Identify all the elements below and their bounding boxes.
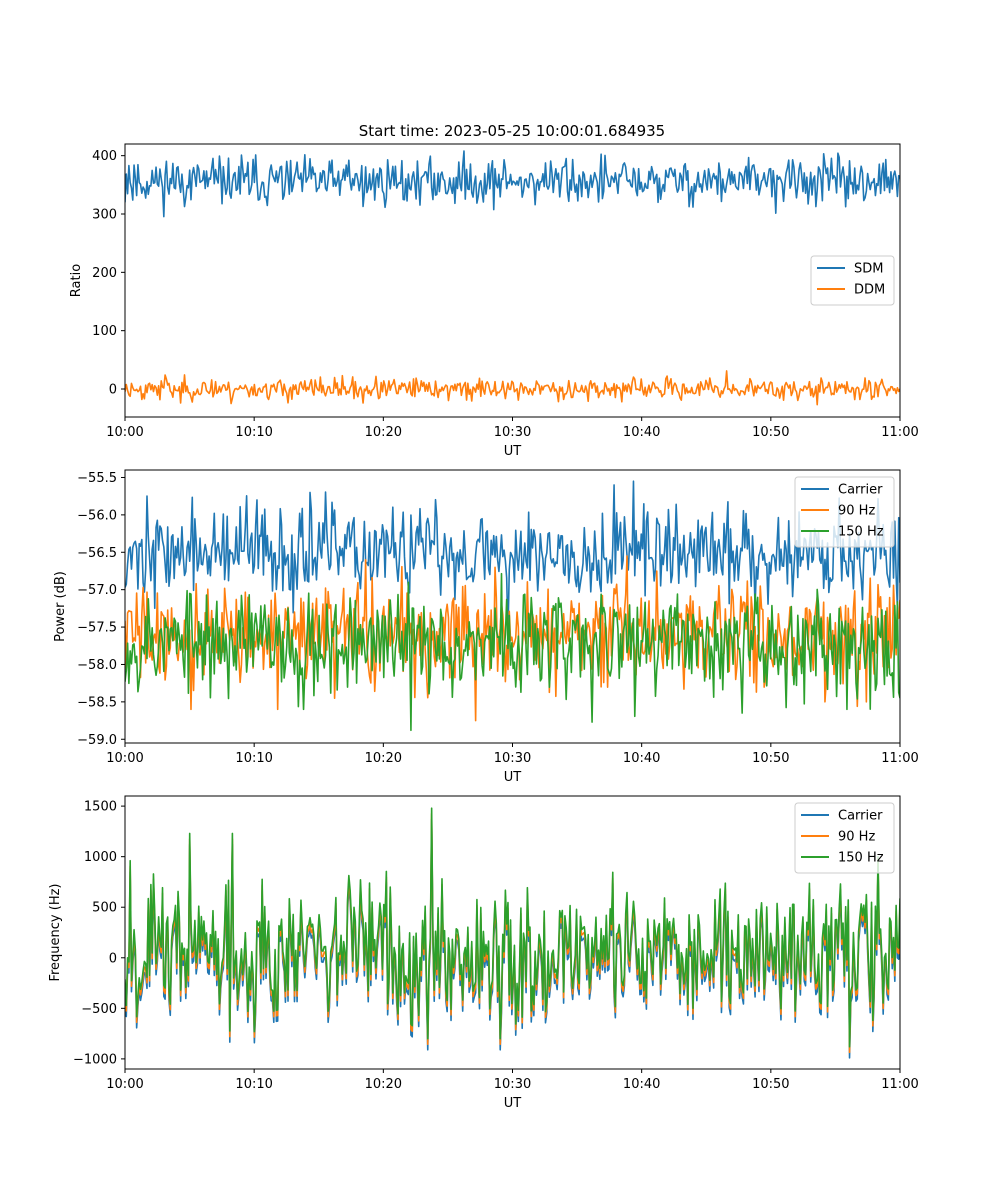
y-tick-label: −500 [81,1002,117,1017]
x-axis-label: UT [504,444,522,459]
legend: SDM DDM [810,255,895,306]
legend: Carrier 90 Hz 150 Hz [794,802,895,874]
legend-box [794,802,895,874]
y-tick-label: 500 [92,901,117,916]
y-axis-label: Ratio [69,264,84,297]
figure-title: Start time: 2023-05-25 10:00:01.684935 [359,122,665,140]
legend-label: 90 Hz [838,504,875,519]
x-tick-label: 10:50 [752,751,789,766]
y-axis-label: Frequency (Hz) [48,883,63,981]
chart-panel-3: 10:00 10:10 10:20 10:30 10:40 10:50 11:00 −1000… [48,795,919,1111]
x-tick-label: 10:50 [752,425,789,440]
chart-panel-2: 10:00 10:10 10:20 10:30 10:40 10:50 11:00 −59.0… [53,469,919,785]
y-tick-label: −56.5 [77,546,117,561]
x-tick-label: 10:20 [365,1077,402,1092]
series-line-ddm [125,370,900,406]
y-tick-label: −57.5 [77,621,117,636]
x-tick-label: 10:50 [752,1077,789,1092]
legend-label: SDM [854,262,883,277]
x-tick-label: 10:40 [623,751,660,766]
legend-label: Carrier [838,809,883,824]
y-tick-label: −55.5 [77,471,117,486]
legend: Carrier 90 Hz 150 Hz [794,476,895,548]
x-tick-label: 11:00 [881,751,918,766]
x-tick-label: 10:00 [106,1077,143,1092]
x-axis-label: UT [504,1096,522,1111]
x-tick-label: 10:30 [494,425,531,440]
chart-panel-1: 10:00 10:10 10:20 10:30 10:40 10:50 11:00 0 100 2… [69,143,919,459]
y-tick-label: −56.0 [77,508,117,523]
x-tick-label: 10:20 [365,751,402,766]
x-tick-label: 10:00 [106,751,143,766]
y-tick-label: −58.0 [77,658,117,673]
x-tick-label: 10:40 [623,1077,660,1092]
y-tick-label: −57.0 [77,583,117,598]
y-tick-label: 1000 [84,850,117,865]
x-tick-label: 10:00 [106,425,143,440]
y-tick-label: −58.5 [77,695,117,710]
y-tick-label: 300 [92,208,117,223]
x-tick-label: 10:10 [235,751,272,766]
x-tick-label: 10:20 [365,425,402,440]
x-tick-label: 10:40 [623,425,660,440]
legend-label: 150 Hz [838,525,884,540]
x-tick-label: 10:10 [235,1077,272,1092]
legend-label: 150 Hz [838,851,884,866]
series-line-carrier [125,480,900,636]
legend-label: 90 Hz [838,830,875,845]
legend-label: Carrier [838,483,883,498]
y-tick-label: 200 [92,266,117,281]
y-tick-label: −1000 [73,1052,117,1067]
x-tick-label: 10:10 [235,425,272,440]
y-axis-label: Power (dB) [53,571,68,642]
x-axis-label: UT [504,770,522,785]
y-tick-label: 1500 [84,800,117,815]
series-line-150-hz [125,807,900,1048]
legend-box [794,476,895,548]
x-tick-label: 10:30 [494,751,531,766]
y-tick-label: 100 [92,324,117,339]
legend-label: DDM [854,283,885,298]
x-tick-label: 11:00 [881,1077,918,1092]
y-tick-label: 0 [109,951,117,966]
y-tick-label: 400 [92,149,117,164]
series-line-sdm [125,150,900,218]
x-tick-label: 10:30 [494,1077,531,1092]
y-tick-label: −59.0 [77,733,117,748]
x-tick-label: 11:00 [881,425,918,440]
y-tick-label: 0 [109,383,117,398]
series-line-150-hz [125,572,900,732]
